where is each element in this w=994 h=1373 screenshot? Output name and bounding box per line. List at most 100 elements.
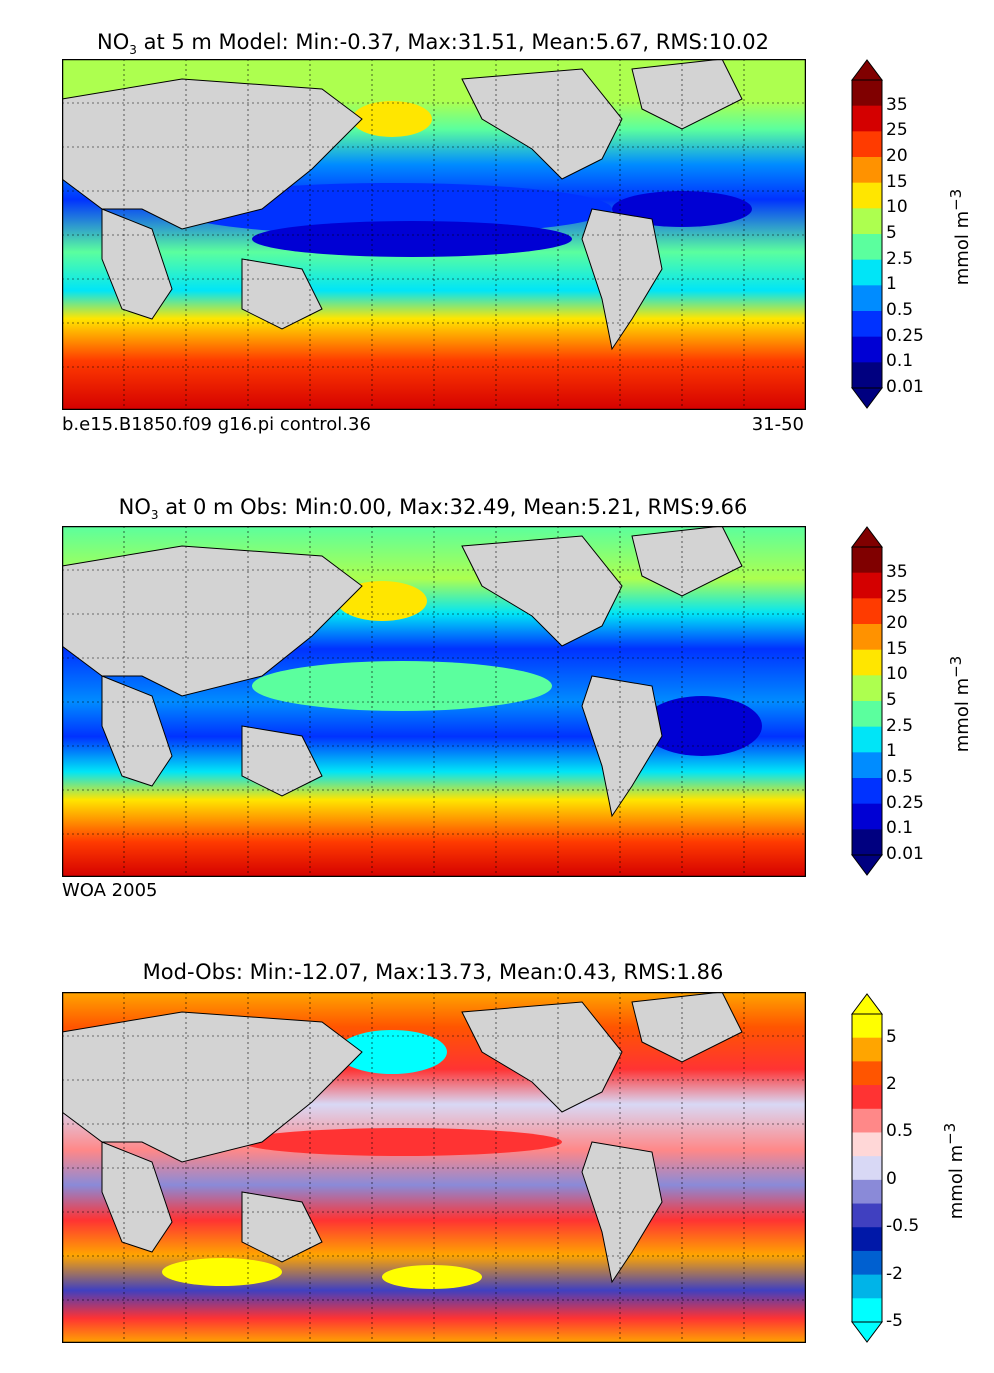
colorbar-concentration-1	[851, 59, 883, 409]
colorbar-tick-label: 1	[886, 741, 897, 762]
model-gridlines	[62, 59, 806, 410]
colorbar-tick-label: 5	[886, 1026, 897, 1047]
colorbar-cell	[852, 1203, 882, 1228]
colorbar-tick-label: 35	[886, 94, 908, 115]
colorbar-extend-bottom	[851, 1321, 883, 1343]
colorbar-cell	[852, 1298, 882, 1323]
colorbar-cell	[852, 752, 882, 779]
obs-continents	[62, 526, 743, 818]
model-north-pacific-high	[352, 101, 432, 137]
colorbar-cell	[852, 598, 882, 625]
colorbar-cell	[852, 726, 882, 753]
colorbar-tick-label: -5	[886, 1311, 903, 1331]
colorbar-cell	[852, 701, 882, 728]
colorbar-cell	[852, 1227, 882, 1252]
colorbar-tick-label: 0.1	[886, 351, 914, 372]
diff-panel-title: Mod-Obs: Min:-12.07, Max:13.73, Mean:0.4…	[142, 960, 724, 984]
model-pacific-core	[252, 221, 572, 257]
colorbar-cell	[852, 1037, 882, 1062]
colorbar-unit-1: mmol m−3	[947, 188, 974, 286]
colorbar-cell	[852, 547, 882, 574]
colorbar-cell	[852, 675, 882, 702]
colorbar-concentration-2	[851, 526, 883, 876]
colorbar-cell	[852, 208, 882, 235]
model-pacific-low	[172, 183, 612, 235]
colorbar-tick-label: 0.5	[886, 767, 914, 787]
colorbar-frame	[851, 1013, 883, 1323]
colorbar-cell	[852, 182, 882, 209]
colorbar-cell	[852, 157, 882, 184]
colorbar-tick-label: 0.01	[886, 844, 924, 864]
diff-map-frame	[62, 992, 806, 1343]
model-map	[62, 59, 806, 410]
colorbar-tick-label: 0.25	[886, 325, 924, 346]
colorbar-cell	[852, 105, 882, 132]
colorbar-tick-label: -0.5	[886, 1216, 920, 1237]
colorbar-extend-bottom	[851, 387, 883, 409]
colorbar-frame	[851, 546, 883, 856]
diff-equatorial-positive	[242, 1128, 562, 1156]
colorbar-tick-label: 1	[886, 274, 897, 295]
colorbar-tick-label: 0.5	[886, 300, 914, 320]
obs-panel-title: NO3 at 0 m Obs: Min:0.00, Max:32.49, Mea…	[118, 495, 748, 523]
colorbar-tick-label: 25	[886, 587, 908, 608]
colorbar-cell	[852, 572, 882, 599]
colorbar-cell	[852, 259, 882, 286]
colorbar-tick-label: 15	[886, 638, 908, 659]
model-caption-right: 31-50	[751, 414, 804, 435]
model-map-frame	[62, 59, 806, 410]
colorbar-tick-label: 0.01	[886, 377, 924, 397]
colorbar-cell	[852, 1132, 882, 1157]
colorbar-tick-label: 35	[886, 561, 908, 582]
obs-map-frame	[62, 526, 806, 877]
colorbar-extend-top	[851, 59, 883, 81]
colorbar-tick-label: 2	[886, 1074, 897, 1095]
colorbar-cell	[852, 311, 882, 338]
colorbar-cell	[852, 1014, 882, 1039]
obs-caption-left: WOA 2005	[62, 880, 158, 901]
obs-south-atlantic-low	[642, 696, 762, 756]
colorbar-cell	[852, 1108, 882, 1133]
colorbar-cell	[852, 131, 882, 158]
diff-north-pacific-negative	[337, 1030, 447, 1074]
diff-southern-positive-2	[382, 1265, 482, 1289]
colorbar-tick-label: 10	[886, 197, 908, 218]
colorbar-cell	[852, 624, 882, 651]
colorbar-cell	[852, 285, 882, 312]
colorbar-extend-top	[851, 993, 883, 1015]
colorbar-cell	[852, 649, 882, 676]
diff-continents	[62, 992, 743, 1284]
colorbar-tick-label: 0.5	[886, 1121, 914, 1142]
colorbar-tick-label: -2	[886, 1263, 903, 1284]
colorbar-extend-top	[851, 526, 883, 548]
colorbar-cell	[852, 234, 882, 261]
diff-map	[62, 992, 806, 1343]
colorbar-cell	[852, 803, 882, 830]
obs-equatorial-band	[252, 661, 552, 711]
colorbar-cell	[852, 1061, 882, 1086]
colorbar-cell	[852, 336, 882, 363]
colorbar-cell	[852, 362, 882, 389]
colorbar-cell	[852, 1085, 882, 1110]
colorbar-cell	[852, 1156, 882, 1181]
colorbar-tick-label: 2.5	[886, 715, 914, 736]
colorbar-tick-label: 10	[886, 664, 908, 685]
colorbar-tick-label: 5	[886, 223, 897, 243]
colorbar-tick-label: 15	[886, 171, 908, 192]
colorbar-cell	[852, 80, 882, 107]
colorbar-extend-bottom	[851, 854, 883, 876]
obs-north-pacific-high	[337, 581, 427, 621]
colorbar-cell	[852, 1250, 882, 1276]
diff-southern-positive	[162, 1258, 282, 1286]
model-caption-left: b.e15.B1850.f09 g16.pi control.36	[62, 414, 371, 435]
diff-gridlines	[62, 992, 806, 1343]
colorbar-tick-label: 0.1	[886, 818, 914, 839]
colorbar-unit-2: mmol m−3	[947, 655, 974, 753]
colorbar-difference	[851, 993, 883, 1343]
colorbar-tick-label: 5	[886, 690, 897, 710]
colorbar-tick-label: 20	[886, 146, 908, 166]
model-panel-title: NO3 at 5 m Model: Min:-0.37, Max:31.51, …	[97, 30, 769, 58]
colorbar-tick-label: 20	[886, 613, 908, 633]
colorbar-cell	[852, 1274, 882, 1299]
colorbar-tick-label: 25	[886, 120, 908, 141]
